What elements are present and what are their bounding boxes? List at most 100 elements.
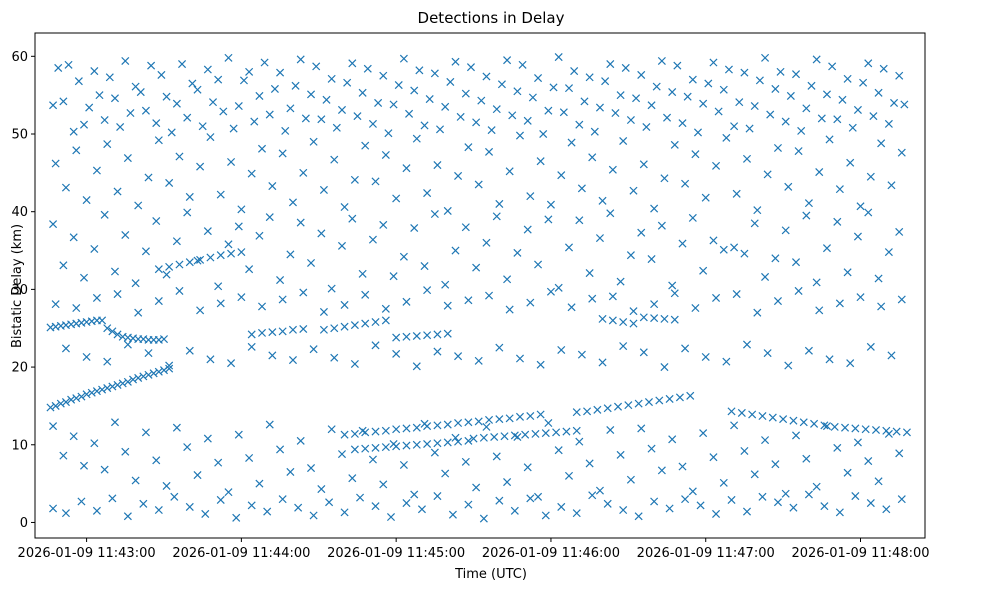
data-point-noise bbox=[340, 508, 349, 517]
data-point-noise bbox=[657, 466, 666, 475]
data-point-noise bbox=[296, 55, 305, 64]
data-point-noise bbox=[626, 475, 635, 484]
data-point-noise bbox=[750, 102, 759, 111]
data-point-track-b bbox=[113, 330, 122, 339]
data-point-noise bbox=[165, 178, 174, 187]
data-point-noise bbox=[771, 460, 780, 469]
data-point-track-i bbox=[758, 411, 767, 421]
data-point-noise bbox=[595, 486, 604, 495]
data-point-noise bbox=[185, 346, 194, 355]
data-point-track-h bbox=[603, 404, 612, 413]
data-point-noise bbox=[74, 77, 83, 86]
data-point-noise bbox=[296, 218, 305, 227]
data-point-noise bbox=[198, 122, 207, 131]
data-point-noise bbox=[356, 493, 365, 502]
data-point-track-h bbox=[613, 402, 623, 411]
data-point-noise bbox=[497, 80, 506, 89]
data-point-noise bbox=[317, 229, 326, 238]
data-point-noise bbox=[61, 509, 70, 518]
data-point-noise bbox=[753, 308, 762, 317]
data-point-noise bbox=[536, 157, 545, 166]
data-point-track-e bbox=[381, 426, 390, 435]
data-point-track-g bbox=[479, 433, 488, 442]
data-point-noise bbox=[843, 74, 852, 83]
data-point-noise bbox=[822, 422, 831, 431]
data-point-noise bbox=[505, 305, 514, 314]
data-point-noise bbox=[534, 74, 543, 83]
data-point-noise bbox=[588, 153, 597, 162]
data-point-track-b bbox=[103, 324, 112, 333]
data-point-noise bbox=[92, 293, 101, 302]
data-point-track-j bbox=[608, 316, 617, 325]
data-point-noise bbox=[178, 60, 187, 69]
data-point-noise bbox=[121, 447, 130, 456]
data-point-noise bbox=[312, 62, 321, 71]
data-point-noise bbox=[350, 359, 359, 368]
data-point-noise bbox=[330, 155, 339, 164]
data-point-noise bbox=[510, 506, 519, 515]
data-point-noise bbox=[332, 123, 341, 132]
data-point-noise bbox=[544, 106, 553, 115]
data-point-noise bbox=[567, 303, 576, 312]
data-point-noise bbox=[435, 125, 445, 134]
data-point-noise bbox=[255, 91, 264, 100]
data-point-track-b bbox=[108, 327, 117, 336]
data-point-noise bbox=[165, 361, 174, 370]
data-point-noise bbox=[325, 498, 334, 507]
data-point-track-c bbox=[154, 265, 163, 274]
data-point-noise bbox=[701, 352, 710, 362]
data-point-noise bbox=[441, 469, 450, 478]
data-point-noise bbox=[482, 72, 491, 81]
data-point-track-d bbox=[381, 316, 390, 325]
data-point-noise bbox=[392, 194, 401, 203]
data-point-noise bbox=[784, 182, 793, 191]
data-point-noise bbox=[879, 64, 888, 73]
data-point-noise bbox=[495, 343, 504, 352]
data-point-track-c bbox=[227, 249, 236, 258]
data-point-noise bbox=[172, 99, 181, 108]
data-point-noise bbox=[64, 60, 73, 69]
data-point-noise bbox=[379, 480, 388, 489]
data-point-noise bbox=[730, 421, 739, 430]
data-point-noise bbox=[742, 154, 752, 163]
data-point-noise bbox=[472, 483, 481, 492]
data-point-track-e bbox=[536, 410, 545, 419]
data-point-noise bbox=[709, 453, 718, 462]
data-point-noise bbox=[699, 429, 708, 438]
data-point-noise bbox=[626, 115, 635, 125]
data-point-noise bbox=[152, 456, 161, 465]
data-point-noise bbox=[742, 340, 752, 349]
data-point-noise bbox=[183, 208, 192, 217]
data-point-noise bbox=[224, 53, 233, 62]
data-point-noise bbox=[606, 60, 615, 69]
data-point-noise bbox=[327, 284, 336, 293]
data-point-noise bbox=[85, 103, 94, 112]
data-point-noise bbox=[286, 104, 295, 113]
data-point-noise bbox=[546, 200, 555, 209]
x-tick-label: 2026-01-09 11:48:00 bbox=[791, 546, 929, 561]
data-point-noise bbox=[454, 352, 463, 361]
data-point-noise bbox=[660, 363, 669, 372]
data-point-noise bbox=[278, 149, 287, 158]
data-point-noise bbox=[79, 273, 89, 282]
data-point-noise bbox=[877, 139, 886, 148]
data-point-noise bbox=[534, 492, 543, 501]
data-point-noise bbox=[897, 295, 906, 304]
data-point-noise bbox=[771, 84, 780, 93]
x-tick-label: 2026-01-09 11:44:00 bbox=[172, 546, 310, 561]
plot-frame bbox=[34, 32, 926, 539]
data-point-noise bbox=[786, 91, 795, 100]
data-point-track-i bbox=[737, 408, 746, 417]
data-point-noise bbox=[474, 356, 483, 365]
data-point-noise bbox=[224, 488, 233, 497]
data-point-noise bbox=[884, 429, 893, 438]
data-point-noise bbox=[116, 122, 125, 132]
data-point-noise bbox=[619, 136, 628, 146]
data-point-noise bbox=[399, 54, 408, 63]
data-point-noise bbox=[183, 113, 192, 122]
data-point-noise bbox=[337, 105, 347, 114]
data-point-noise bbox=[451, 57, 460, 66]
data-point-noise bbox=[203, 227, 212, 236]
data-point-noise bbox=[232, 513, 241, 522]
data-point-track-a bbox=[82, 390, 91, 399]
